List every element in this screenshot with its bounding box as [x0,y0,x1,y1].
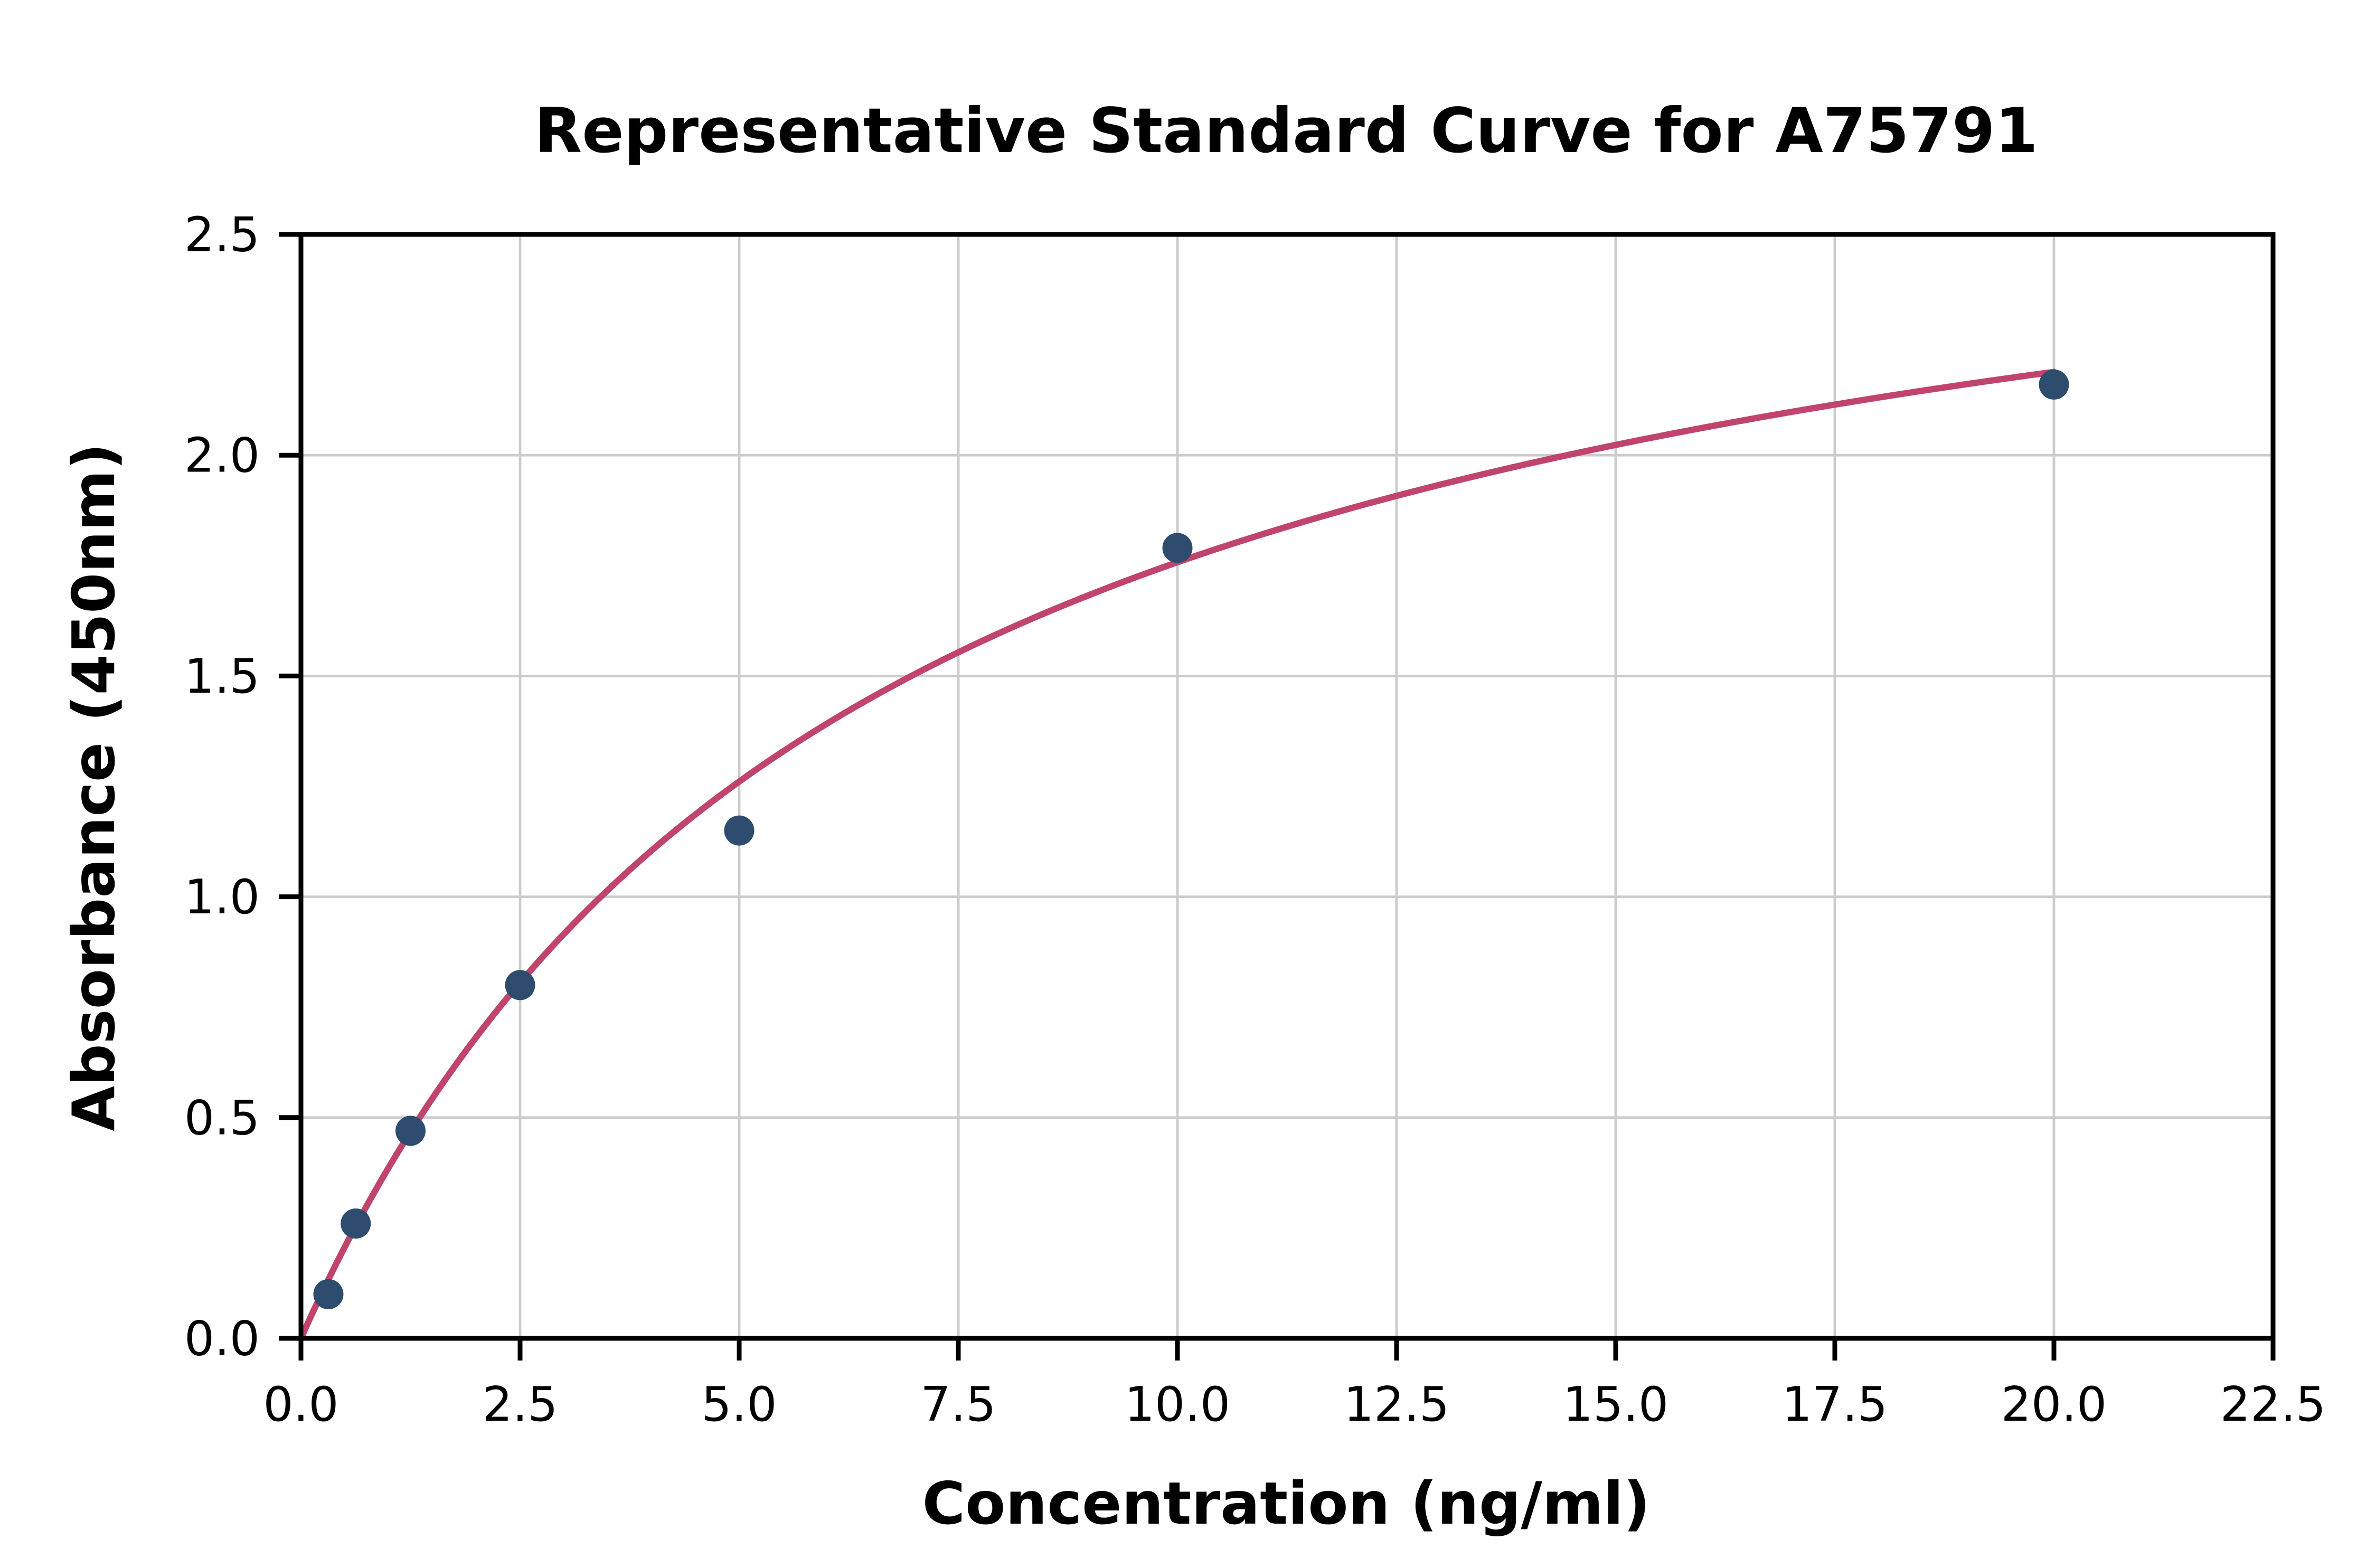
x-tick-label: 20.0 [2001,1377,2107,1432]
y-tick-label: 0.0 [184,1311,260,1367]
y-tick-label: 1.5 [184,649,260,704]
x-tick-label: 2.5 [482,1377,558,1432]
data-point [505,970,535,1000]
chart-title: Representative Standard Curve for A75791 [534,95,2038,167]
x-axis-label: Concentration (ng/ml) [922,1470,1651,1538]
y-tick-label: 2.5 [184,207,260,263]
x-tick-label: 22.5 [2220,1377,2326,1432]
data-point [395,1116,426,1146]
x-tick-label: 10.0 [1125,1377,1230,1432]
x-tick-label: 15.0 [1563,1377,1668,1432]
y-tick-label: 1.0 [184,870,260,925]
data-point [341,1208,371,1239]
x-tick-label: 12.5 [1344,1377,1449,1432]
plot-area: 0.0 2.5 5.0 7.5 10.0 12.5 15.0 17.5 20.0 22.5 0.0 0… [184,207,2326,1432]
x-tick-label: 17.5 [1782,1377,1888,1432]
y-tick-label: 2.0 [184,428,260,484]
x-tick-label: 7.5 [920,1377,996,1432]
y-tick-label: 0.5 [184,1090,260,1146]
data-point [1162,533,1193,563]
y-axis-label: Absorbance (450nm) [60,443,128,1131]
data-point [724,815,755,846]
data-point [2039,369,2069,400]
data-point [313,1279,344,1309]
x-tick-label: 5.0 [701,1377,777,1432]
plot-box [298,232,2276,1341]
x-tick-label: 0.0 [263,1377,338,1432]
